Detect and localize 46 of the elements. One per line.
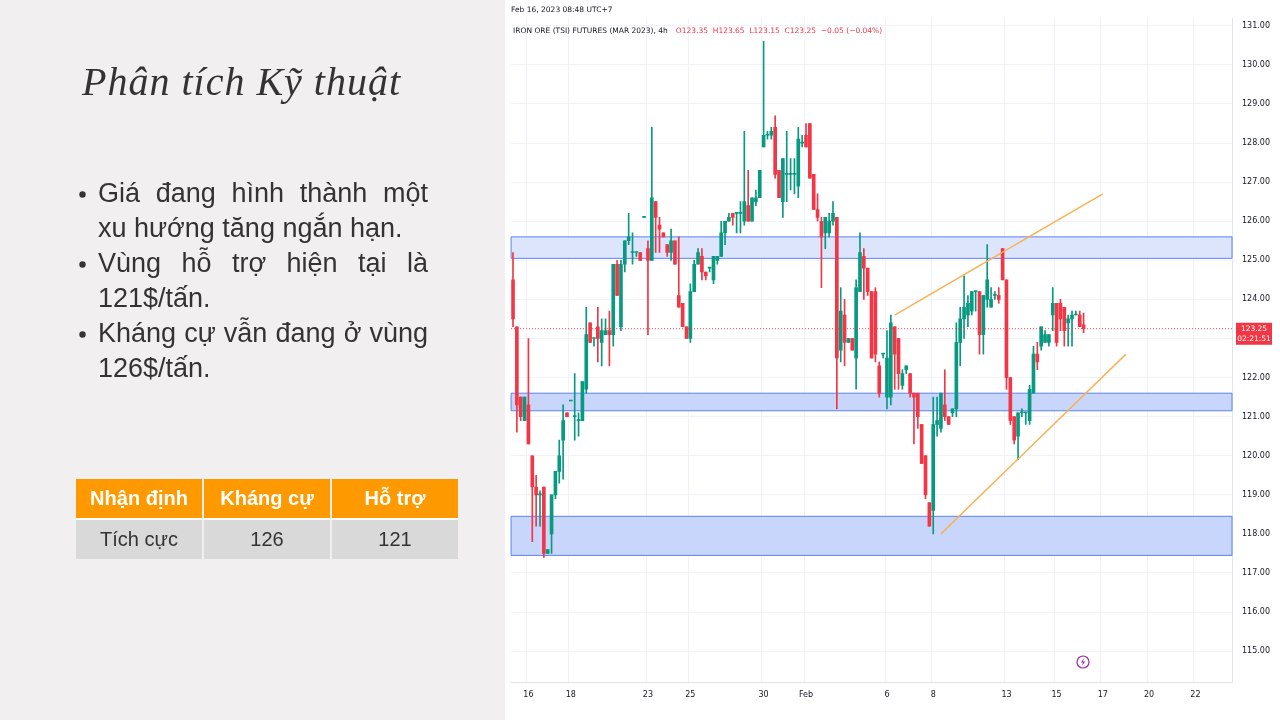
candlestick <box>862 248 866 300</box>
x-tick-label: 6 <box>884 690 890 700</box>
candlestick <box>592 337 596 347</box>
y-tick-label: 128.00 <box>1242 138 1271 148</box>
category-label: Kháng cự <box>204 479 330 520</box>
y-tick-label: 130.00 <box>1242 59 1271 69</box>
x-tick-label: Feb <box>798 690 814 700</box>
category-label: Tích cực <box>100 528 178 550</box>
text: Vùng hỗ trợ hiện tại là 121$/tấn. <box>98 246 428 315</box>
y-tick-label: 118.00 <box>1242 528 1271 538</box>
x-tick-label: 15 <box>1051 690 1062 700</box>
candlestick <box>538 490 542 527</box>
y-tick-label: 116.00 <box>1242 607 1271 617</box>
y-tick-label: 124.00 <box>1242 294 1271 304</box>
x-tick-label: 17 <box>1097 690 1108 700</box>
text: Kháng cự vẫn đang ở vùng 126$/tấn. <box>98 316 428 385</box>
x-tick-label: 22 <box>1190 690 1201 700</box>
y-tick-label: 129.00 <box>1242 99 1271 109</box>
y-tick-label: 120.00 <box>1242 450 1271 460</box>
y-tick-label: 125.00 <box>1242 255 1271 265</box>
text: 126 <box>250 528 284 550</box>
category-label: Hỗ trợ <box>332 479 458 520</box>
y-tick-label: 127.00 <box>1242 177 1271 187</box>
x-tick-label: 8 <box>930 690 936 700</box>
y-tick-label: 126.00 <box>1242 216 1271 226</box>
x-tick-label: 16 <box>523 690 534 700</box>
candlestick <box>942 369 947 421</box>
x-tick-label: 13 <box>1001 690 1012 700</box>
y-tick-label: 119.00 <box>1242 489 1271 499</box>
candlestick <box>1070 310 1074 347</box>
text: 121 <box>378 528 412 550</box>
x-tick-label: 20 <box>1144 690 1155 700</box>
text: Giá đang hình thành một xu hướng tăng ngắn hạn. <box>98 177 428 245</box>
text: Nhận định <box>76 479 202 520</box>
x-tick-label: 25 <box>685 690 696 700</box>
x-tick-label: 23 <box>642 690 654 700</box>
y-tick-label: 115.00 <box>1242 646 1271 656</box>
y-tick-label: 117.00 <box>1242 568 1271 578</box>
y-tick-label: 121.00 <box>1242 411 1271 421</box>
y-tick-label: 131.00 <box>1242 20 1271 30</box>
y-tick-label: 122.00 <box>1242 372 1271 382</box>
text: Phân tích Kỹ thuật <box>82 58 402 105</box>
candlestick <box>784 131 789 203</box>
x-tick-label: 30 <box>758 690 769 700</box>
candlestick <box>1066 314 1070 347</box>
x-tick-label: 18 <box>565 690 576 700</box>
